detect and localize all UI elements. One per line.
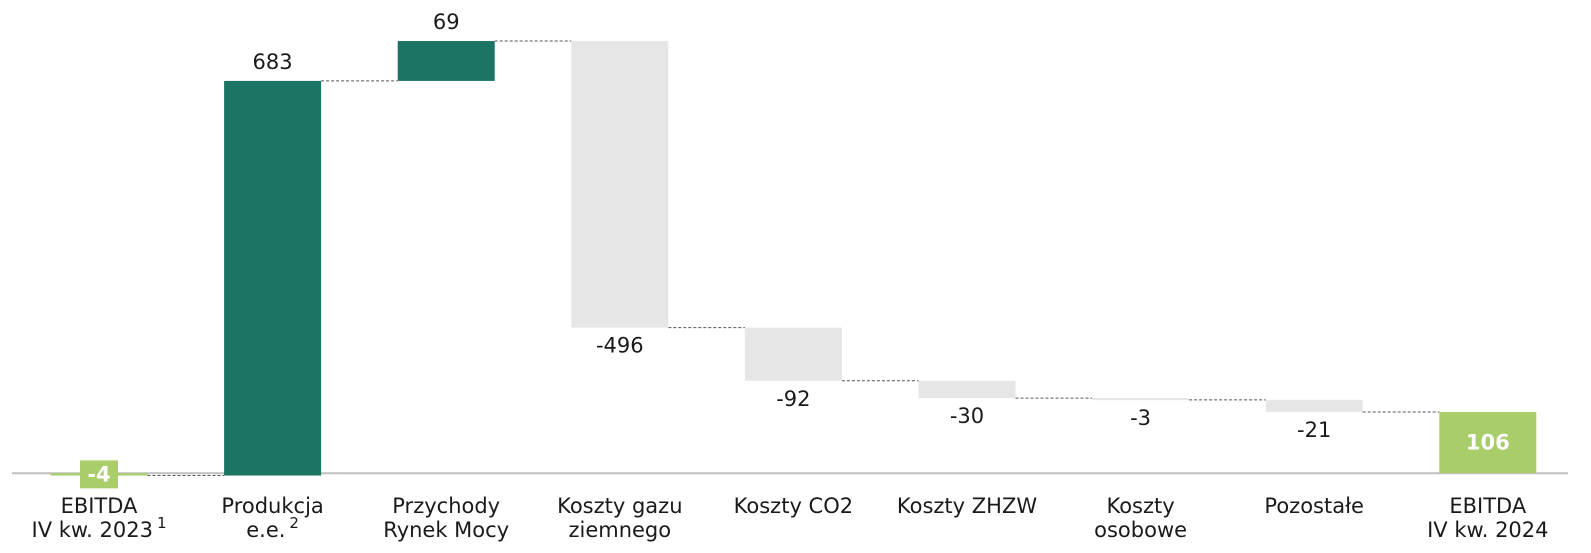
value-label: -21 xyxy=(1297,418,1331,442)
value-label: -496 xyxy=(596,334,644,358)
bar xyxy=(1265,399,1363,412)
x-tick-label: Pozostałe xyxy=(1264,494,1364,518)
value-label: -4 xyxy=(87,462,110,486)
label-box xyxy=(80,460,118,489)
x-tick-label-line: Koszty gazu xyxy=(557,494,682,518)
x-tick-label-line: Przychody xyxy=(392,494,500,518)
x-tick-label-line: IV kw. 2024 xyxy=(1427,518,1548,542)
x-tick-label: Koszty CO2 xyxy=(734,494,853,518)
value-label: 69 xyxy=(433,10,460,34)
x-tick-label-line: osobowe xyxy=(1094,518,1187,542)
value-label: 683 xyxy=(253,50,293,74)
x-tick-label-line: Rynek Mocy xyxy=(383,518,509,542)
x-tick-label-line: Pozostałe xyxy=(1264,494,1364,518)
x-tick-label: Koszty ZHZW xyxy=(897,494,1037,518)
bar xyxy=(571,41,669,328)
bar xyxy=(1439,411,1537,474)
value-label: -3 xyxy=(1130,406,1151,430)
value-label: -30 xyxy=(950,404,984,428)
x-tick-label-line: Koszty xyxy=(1106,494,1174,518)
x-tick-label-line: IV kw. 2023 xyxy=(32,518,153,542)
x-tick-label: Przychody Rynek Mocy xyxy=(383,494,509,542)
footnote-mark: 2 xyxy=(289,514,299,532)
x-tick-label: EBITDA IV kw. 2024 xyxy=(1427,494,1548,542)
x-tick-label-line: EBITDA xyxy=(1449,494,1526,518)
bar xyxy=(397,41,495,81)
x-tick-label-line: Produkcja xyxy=(221,494,323,518)
x-tick-label-line: Koszty ZHZW xyxy=(897,494,1037,518)
x-tick-label-line: e.e. xyxy=(246,518,285,542)
x-tick-label: Produkcja e.e. 2 xyxy=(221,494,323,542)
x-tick-label-line: Koszty CO2 xyxy=(734,494,853,518)
x-tick-label-line: ziemnego xyxy=(568,518,671,542)
x-tick-label-line: EBITDA xyxy=(61,494,138,518)
x-tick-label: Koszty osobowe xyxy=(1094,494,1187,542)
bar xyxy=(1092,398,1190,401)
bar xyxy=(224,80,322,476)
value-label: 106 xyxy=(1466,431,1510,455)
x-tick-label: EBITDA IV kw. 2023 1 xyxy=(32,494,167,542)
x-tick-label: Koszty gazu ziemnego xyxy=(557,494,682,542)
bar xyxy=(744,327,842,381)
bar xyxy=(918,380,1016,399)
value-label: -92 xyxy=(776,387,810,411)
footnote-mark: 1 xyxy=(157,514,167,532)
